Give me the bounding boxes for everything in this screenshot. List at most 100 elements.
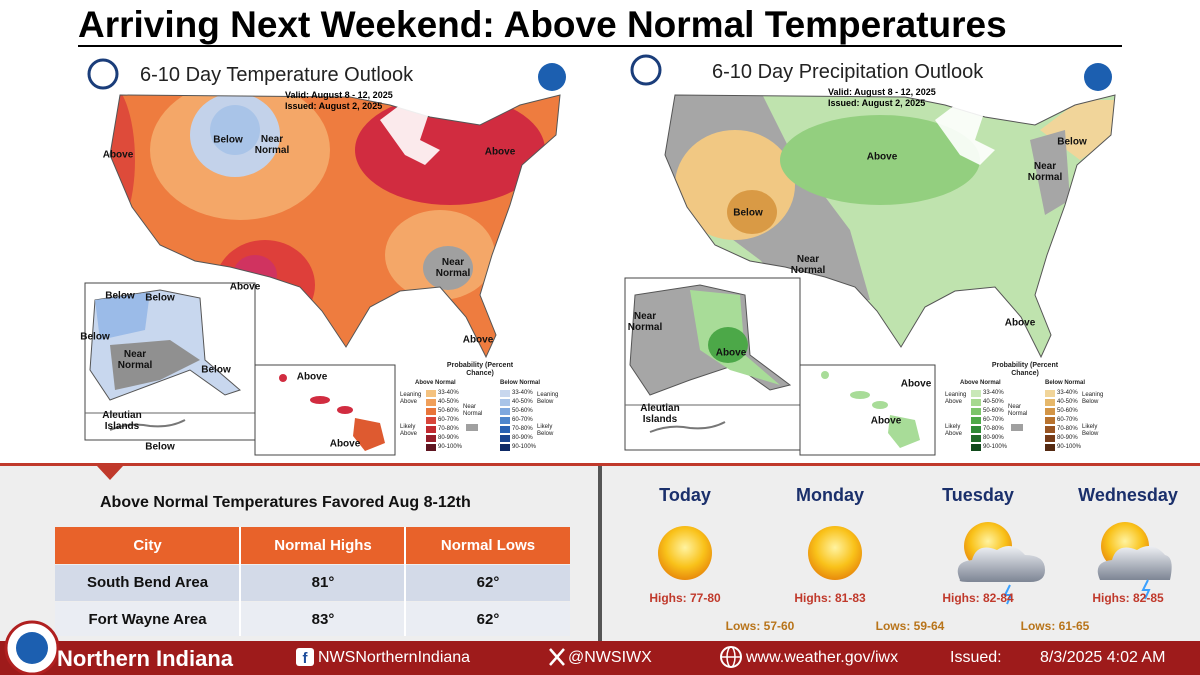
map-label: Above xyxy=(715,347,747,359)
great-lakes xyxy=(935,105,995,165)
night-lows: Lows: 57-60 xyxy=(725,619,795,633)
precipitation-map xyxy=(665,95,1115,357)
legend-range: 90-100% xyxy=(438,444,463,450)
separator xyxy=(598,466,602,641)
day-highs: Highs: 82-84 xyxy=(942,591,1014,605)
day-name: Wednesday xyxy=(1078,485,1178,505)
facebook-handle: NWSNorthernIndiana xyxy=(318,649,471,666)
table-cell: South Bend Area xyxy=(86,574,209,591)
legend-swatch xyxy=(971,444,981,451)
map-label: Below xyxy=(201,364,231,376)
legend-range: 60-70% xyxy=(1057,417,1078,423)
table-cell: 62° xyxy=(476,574,500,591)
legend-range: 33-40% xyxy=(983,390,1004,396)
map-issued: Issued: August 2, 2025 xyxy=(285,101,383,111)
legend-swatch xyxy=(500,435,510,442)
night-lows: Lows: 59-64 xyxy=(875,619,945,633)
legend-title: Probability (Percent Chance) xyxy=(446,362,514,377)
legend-swatch xyxy=(426,417,436,424)
divider xyxy=(0,463,1200,466)
footer xyxy=(0,641,1200,675)
great-lakes xyxy=(380,105,440,165)
weather-icons xyxy=(658,522,1172,605)
legend-label: Leaning Below xyxy=(537,392,559,405)
pointer xyxy=(97,466,123,480)
map-label: Near Normal xyxy=(435,257,471,279)
legend-range: 40-50% xyxy=(983,399,1004,405)
legend-swatch xyxy=(971,390,981,397)
map-label: Near Normal xyxy=(627,311,663,333)
map-label: Below xyxy=(145,441,175,453)
legend-range: 70-80% xyxy=(1057,426,1078,432)
alaska-near xyxy=(110,340,200,390)
map-valid: Valid: August 8 - 12, 2025 xyxy=(285,90,393,100)
legend-range: 50-60% xyxy=(983,408,1004,414)
map-label: Near Normal xyxy=(117,349,153,371)
legend-range: 33-40% xyxy=(438,390,459,396)
legend-swatch xyxy=(1045,426,1055,433)
map-label: Near Normal xyxy=(790,254,826,276)
legend-swatch xyxy=(1045,444,1055,451)
legend-swatch xyxy=(971,399,981,406)
legend-swatch xyxy=(1045,435,1055,442)
map-label: Near Normal xyxy=(1027,161,1063,183)
table-cell: 81° xyxy=(311,574,335,591)
doc-logo xyxy=(87,58,119,90)
table-cell: 62° xyxy=(476,611,500,628)
legend-label: Likely Below xyxy=(537,424,554,437)
legend-label: Likely Below xyxy=(1082,424,1099,437)
legend-label: Likely Above xyxy=(945,424,963,437)
legend-range: 80-90% xyxy=(438,435,459,441)
legend-range: 70-80% xyxy=(438,426,459,432)
legend-range: 60-70% xyxy=(512,417,533,423)
svg-text:f: f xyxy=(303,650,309,667)
legend-header: Above Normal xyxy=(415,380,456,386)
office-name: Northern Indiana xyxy=(57,646,234,671)
doc-logo xyxy=(630,54,662,86)
legend-label: Leaning Below xyxy=(1082,392,1104,405)
near-normal-swatch xyxy=(466,424,478,431)
legend-range: 50-60% xyxy=(512,408,533,414)
map-label: Below xyxy=(80,331,110,343)
legend-label: Near Normal xyxy=(1008,404,1028,417)
legend-swatch xyxy=(426,444,436,451)
legend-range: 70-80% xyxy=(983,426,1004,432)
legend-header: Above Normal xyxy=(960,380,1001,386)
map-label: Below xyxy=(145,292,175,304)
legend-swatch xyxy=(426,426,436,433)
map-title: 6-10 Day Temperature Outlook xyxy=(140,64,414,86)
legend-range: 90-100% xyxy=(1057,444,1082,450)
night-lows: Lows: 61-65 xyxy=(1020,619,1090,633)
map-label: Above xyxy=(866,151,898,163)
map-issued: Issued: August 2, 2025 xyxy=(828,98,926,108)
map-label: Above xyxy=(329,438,361,450)
table-row-bg xyxy=(55,602,570,636)
legend-title: Probability (Percent Chance) xyxy=(991,362,1059,377)
table-header-bg xyxy=(55,527,570,564)
legend-label: Leaning Above xyxy=(400,392,422,405)
website: www.weather.gov/iwx xyxy=(746,649,899,666)
legend-header: Below Normal xyxy=(1045,380,1086,386)
noaa-logo xyxy=(1084,63,1112,91)
legend-swatch xyxy=(971,435,981,442)
legend-swatch xyxy=(500,426,510,433)
legend-label: Likely Above xyxy=(400,424,418,437)
legend-swatch xyxy=(1045,390,1055,397)
map-label: Below xyxy=(733,207,763,219)
legend-swatch xyxy=(971,408,981,415)
legend-range: 50-60% xyxy=(1057,408,1078,414)
map-label: Above xyxy=(229,281,261,293)
legend-range: 70-80% xyxy=(512,426,533,432)
day-highs: Highs: 77-80 xyxy=(649,591,721,605)
legend-range: 60-70% xyxy=(438,417,459,423)
legend-range: 80-90% xyxy=(512,435,533,441)
legend-range: 90-100% xyxy=(512,444,537,450)
table-cell: 83° xyxy=(311,611,335,628)
map-label: Below xyxy=(1057,136,1087,148)
day-name: Monday xyxy=(795,485,865,505)
legend-swatch xyxy=(500,390,510,397)
table-header: Normal Highs xyxy=(274,537,372,554)
legend-swatch xyxy=(426,390,436,397)
legend-range: 33-40% xyxy=(1057,390,1078,396)
